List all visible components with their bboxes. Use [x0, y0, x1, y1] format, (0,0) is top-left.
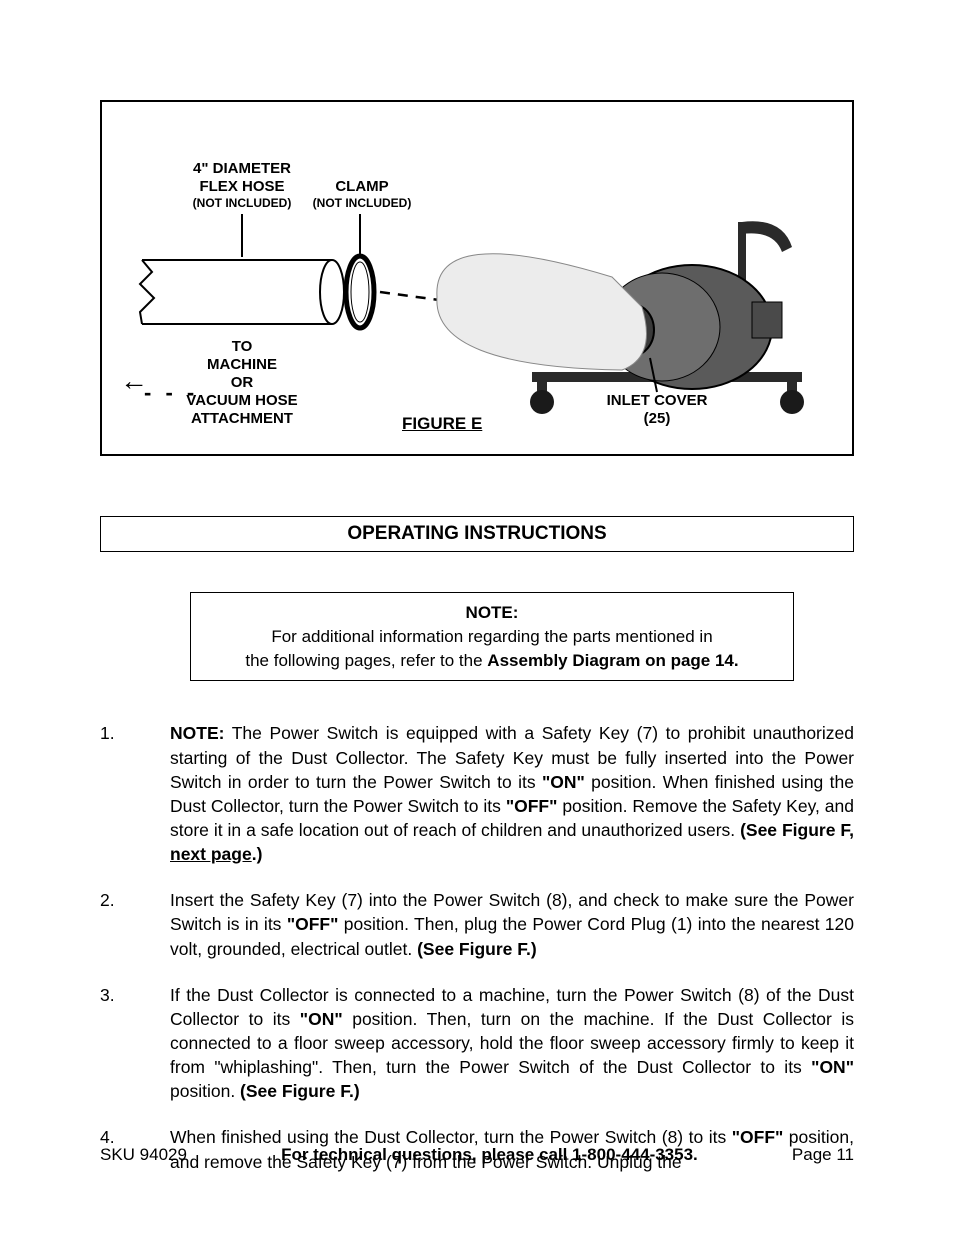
section-header: OPERATING INSTRUCTIONS — [100, 516, 854, 552]
note-line1: For additional information regarding the… — [271, 627, 712, 646]
figure-e-box: 4" DIAMETER FLEX HOSE (NOT INCLUDED) CLA… — [100, 100, 854, 456]
page-footer: SKU 94029 For technical questions, pleas… — [100, 1145, 854, 1165]
inlet-line1: INLET COVER — [582, 392, 732, 410]
tm-l1: TO — [152, 338, 332, 356]
instruction-item: 2.Insert the Safety Key (7) into the Pow… — [100, 888, 854, 960]
instruction-item: 3.If the Dust Collector is connected to … — [100, 983, 854, 1104]
footer-sku: SKU 94029 — [100, 1145, 187, 1165]
instruction-body: Insert the Safety Key (7) into the Power… — [170, 888, 854, 960]
note-box: NOTE: For additional information regardi… — [190, 592, 794, 681]
note-line2a: the following pages, refer to the — [245, 651, 487, 670]
note-line2b: Assembly Diagram on page 14. — [487, 651, 738, 670]
instructions-list: 1.NOTE: The Power Switch is equipped wit… — [100, 721, 854, 1173]
tm-l2: MACHINE — [152, 356, 332, 374]
instruction-body: NOTE: The Power Switch is equipped with … — [170, 721, 854, 866]
instruction-item: 1.NOTE: The Power Switch is equipped wit… — [100, 721, 854, 866]
tm-l5: ATTACHMENT — [152, 410, 332, 428]
instruction-body: If the Dust Collector is connected to a … — [170, 983, 854, 1104]
note-title: NOTE: — [466, 603, 519, 622]
instruction-number: 3. — [100, 983, 170, 1104]
figure-title: FIGURE E — [402, 414, 482, 434]
inlet-cover-label: INLET COVER (25) — [582, 392, 732, 428]
manual-page: 4" DIAMETER FLEX HOSE (NOT INCLUDED) CLA… — [0, 0, 954, 1235]
footer-phone: For technical questions, please call 1-8… — [281, 1145, 698, 1165]
inlet-num: (25) — [582, 410, 732, 428]
instruction-number: 1. — [100, 721, 170, 866]
dash-marks: - - - — [144, 380, 198, 406]
instruction-number: 2. — [100, 888, 170, 960]
footer-page: Page 11 — [792, 1145, 854, 1165]
